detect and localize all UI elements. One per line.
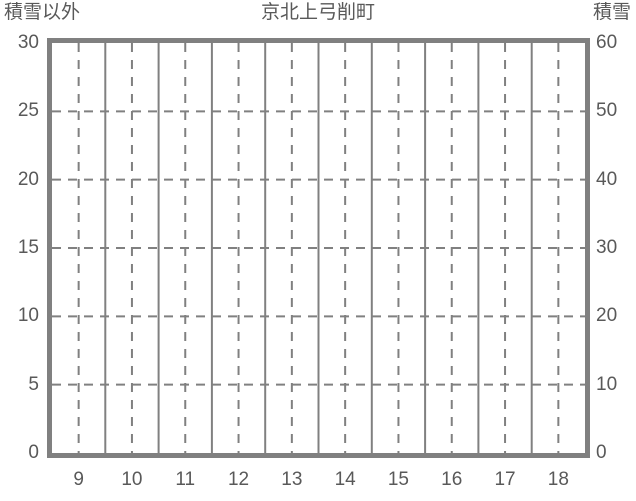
gridlines	[52, 43, 585, 453]
left-axis-tick-label: 10	[17, 305, 39, 327]
left-axis-tick-label: 15	[17, 237, 39, 258]
plot-area	[47, 38, 590, 458]
left-axis-tick-label: 25	[17, 100, 39, 122]
right-axis-tick-label: 20	[596, 305, 618, 327]
left-axis-tick-label: 30	[17, 32, 39, 53]
plot-inner	[52, 43, 585, 453]
right-axis-tick-label: 30	[596, 237, 618, 258]
x-axis-tick-label: 12	[227, 469, 250, 490]
x-axis-tick-label: 15	[387, 469, 409, 490]
x-axis-tick-label: 17	[494, 469, 516, 490]
x-axis-tick-label: 11	[175, 469, 196, 490]
chart-title: 京北上弓削町	[260, 2, 375, 23]
data-series-layer	[52, 43, 585, 453]
right-axis-tick-label: 60	[596, 32, 618, 53]
x-axis-tick-label: 16	[441, 469, 463, 490]
left-axis-tick-label: 5	[28, 373, 39, 395]
x-axis-tick-label: 10	[121, 469, 143, 490]
left-axis-tick-label: 0	[28, 442, 39, 463]
left-axis-title: 積雪以外	[4, 2, 81, 23]
x-axis-tick-label: 18	[547, 469, 569, 490]
x-axis-tick-label: 13	[281, 469, 303, 490]
x-axis-tick-label: 14	[334, 469, 356, 490]
right-axis-tick-label: 10	[596, 373, 618, 395]
x-axis-tick-label: 9	[73, 469, 84, 490]
right-axis-title: 積雪	[592, 2, 631, 23]
right-axis-tick-label: 0	[596, 442, 607, 463]
left-axis-tick-label: 20	[17, 168, 39, 190]
right-axis-tick-label: 50	[596, 100, 618, 122]
right-axis-tick-label: 40	[596, 168, 618, 190]
